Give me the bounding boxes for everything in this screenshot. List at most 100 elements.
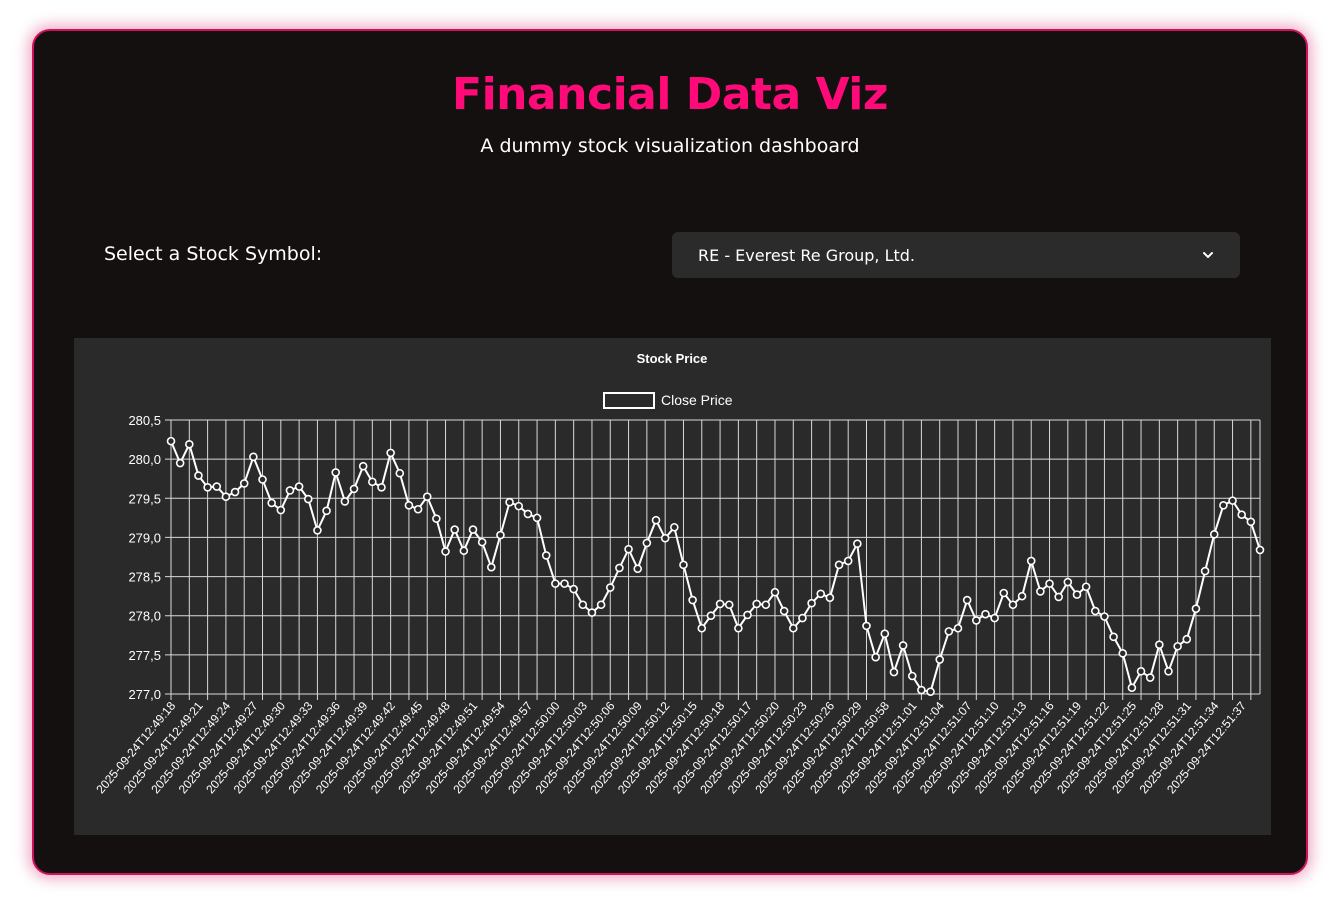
data-point (551, 579, 560, 588)
data-point (999, 588, 1009, 598)
data-point (340, 497, 350, 506)
data-point (386, 448, 395, 458)
data-point (688, 595, 697, 605)
data-point (523, 509, 533, 519)
data-point (1145, 673, 1155, 682)
data-point (798, 613, 807, 623)
page-subtitle: A dummy stock visualization dashboard (480, 135, 860, 157)
data-point (569, 584, 578, 594)
data-point (1191, 604, 1201, 613)
data-point (404, 501, 414, 510)
data-point (221, 492, 231, 502)
data-point (175, 458, 185, 468)
data-point (1237, 510, 1246, 520)
data-point (368, 477, 377, 487)
legend-swatch[interactable] (603, 392, 655, 409)
data-point (853, 539, 862, 548)
data-point (981, 609, 990, 619)
data-point (560, 579, 569, 588)
data-point (679, 560, 688, 570)
data-point (871, 652, 880, 662)
data-point (1228, 496, 1237, 505)
data-point (788, 623, 798, 633)
data-point (1127, 683, 1137, 693)
chevron-down-icon (1202, 249, 1214, 261)
data-point (1182, 634, 1192, 644)
data-point (239, 479, 249, 488)
data-point (889, 667, 899, 677)
data-point (953, 623, 963, 633)
data-point (1008, 600, 1018, 610)
stock-symbol-select[interactable]: RE - Everest Re Group, Ltd. (672, 232, 1240, 278)
data-point (166, 436, 176, 446)
data-point (615, 563, 624, 573)
data-point (313, 526, 322, 535)
data-point (276, 505, 286, 515)
data-point (917, 685, 926, 695)
data-point (816, 589, 826, 599)
data-point (1081, 582, 1091, 592)
data-point (1100, 612, 1109, 621)
y-tick-label: 277,5 (128, 648, 161, 663)
data-point (843, 556, 853, 566)
data-point (642, 538, 652, 548)
data-point (1164, 666, 1173, 676)
data-point (633, 564, 643, 574)
data-point (1017, 591, 1027, 601)
data-point (1054, 592, 1063, 602)
data-point (715, 599, 725, 609)
data-point (432, 514, 441, 523)
data-point (422, 492, 432, 502)
dashboard-card: Financial Data Viz A dummy stock visuali… (32, 29, 1308, 875)
data-point (1118, 648, 1128, 658)
data-point (596, 600, 606, 610)
data-point (1072, 590, 1082, 599)
y-tick-label: 280,0 (128, 452, 161, 467)
close-price-line (170, 440, 1261, 693)
data-point (880, 629, 890, 639)
chart-title: Stock Price (637, 351, 708, 366)
data-point (1090, 606, 1100, 616)
data-point (990, 613, 999, 623)
data-point (660, 533, 670, 543)
data-point (459, 546, 469, 556)
data-point (486, 562, 496, 572)
y-tick-label: 279,0 (128, 530, 161, 545)
data-point (807, 598, 816, 608)
data-point (541, 551, 551, 560)
data-point (825, 593, 835, 603)
data-point (450, 525, 459, 534)
data-point (1255, 545, 1265, 555)
chart-canvas: Stock Price Close Price 280,5 280,0 279,5 2… (93, 351, 1265, 796)
stock-symbol-selected-value: RE - Everest Re Group, Ltd. (698, 245, 915, 265)
data-point (1200, 566, 1210, 576)
data-point (1063, 577, 1073, 587)
data-point (1219, 501, 1228, 510)
data-point (743, 610, 752, 620)
data-point (1173, 641, 1182, 651)
data-point (624, 544, 633, 554)
data-point (578, 600, 588, 610)
data-point (1036, 587, 1045, 596)
data-point (605, 583, 615, 592)
data-point (587, 608, 597, 617)
data-point (770, 587, 780, 597)
data-point (834, 560, 844, 570)
data-point (258, 475, 267, 484)
data-point (761, 600, 771, 610)
data-point (907, 671, 917, 681)
legend-label[interactable]: Close Price (661, 392, 733, 408)
data-point (468, 525, 478, 534)
data-point (477, 537, 487, 547)
data-point (734, 623, 743, 633)
data-point (203, 483, 212, 492)
data-point (926, 687, 935, 696)
data-point (697, 623, 707, 633)
data-point (413, 504, 423, 514)
data-point (724, 600, 734, 610)
data-point (358, 461, 368, 471)
data-point (496, 530, 505, 540)
data-point (706, 611, 716, 621)
data-point (651, 515, 661, 525)
data-point (1136, 666, 1146, 676)
